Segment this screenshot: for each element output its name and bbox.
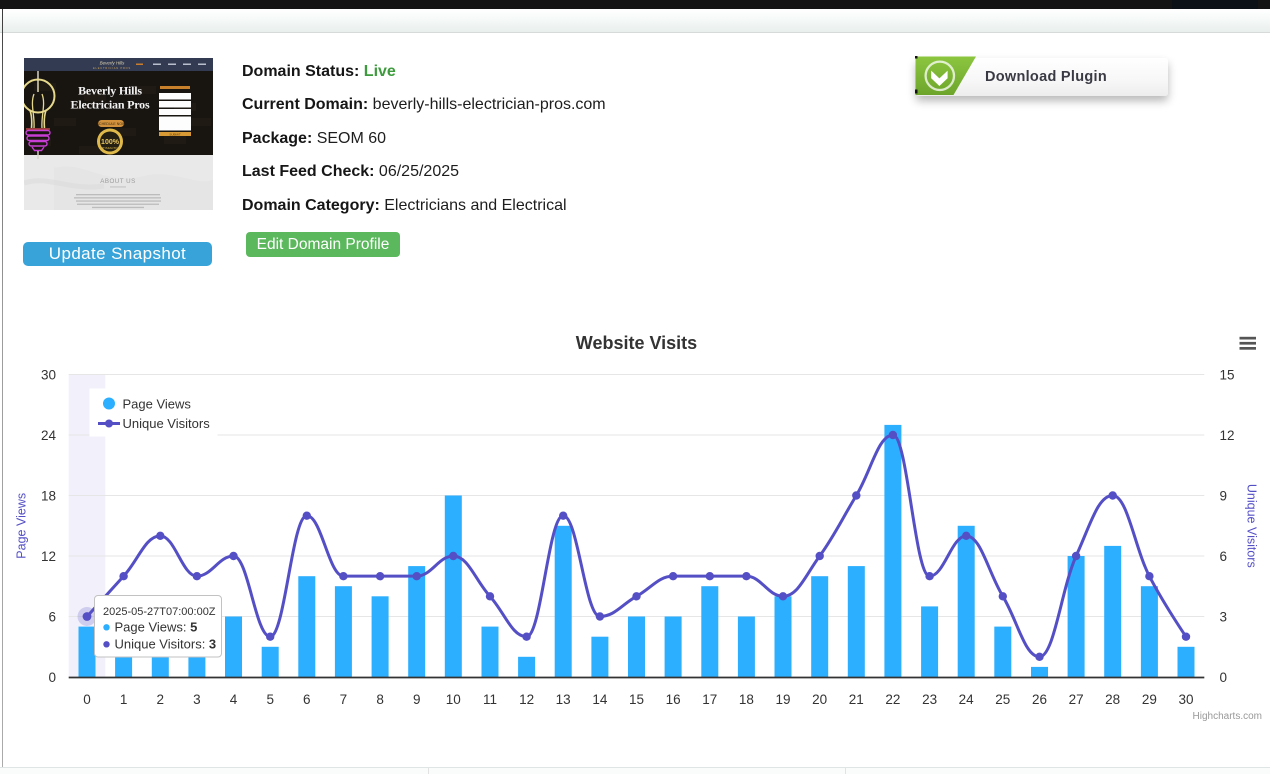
- svg-text:SATISFACTION: SATISFACTION: [99, 146, 120, 150]
- svg-text:18: 18: [41, 488, 56, 503]
- svg-text:12: 12: [519, 692, 534, 707]
- svg-text:19: 19: [775, 692, 790, 707]
- svg-text:9: 9: [1220, 488, 1228, 503]
- svg-text:8: 8: [376, 692, 384, 707]
- svg-text:2: 2: [157, 692, 165, 707]
- svg-text:0: 0: [83, 692, 91, 707]
- svg-text:26: 26: [1032, 692, 1047, 707]
- svg-text:0: 0: [48, 670, 56, 685]
- svg-text:Highcharts.com: Highcharts.com: [1193, 711, 1262, 722]
- svg-text:4: 4: [230, 692, 238, 707]
- svg-text:22: 22: [885, 692, 900, 707]
- svg-text:Electrician Pros: Electrician Pros: [71, 98, 150, 112]
- svg-text:7: 7: [340, 692, 348, 707]
- svg-text:18: 18: [739, 692, 754, 707]
- svg-text:11: 11: [483, 692, 497, 707]
- svg-text:100%: 100%: [101, 139, 120, 146]
- svg-text:30: 30: [41, 367, 56, 382]
- svg-text:25: 25: [995, 692, 1010, 707]
- svg-text:SCHEDULE NOW: SCHEDULE NOW: [97, 122, 126, 126]
- svg-text:ABOUT US: ABOUT US: [100, 178, 136, 185]
- svg-text:14: 14: [592, 692, 608, 707]
- svg-text:ELECTRICIAN PROS: ELECTRICIAN PROS: [93, 66, 131, 70]
- svg-text:29: 29: [1142, 692, 1157, 707]
- svg-text:Unique Visitors: 3: Unique Visitors: 3: [115, 637, 217, 652]
- svg-text:3: 3: [193, 692, 201, 707]
- svg-text:17: 17: [702, 692, 717, 707]
- svg-text:5: 5: [266, 692, 274, 707]
- svg-text:10: 10: [446, 692, 461, 707]
- svg-text:13: 13: [556, 692, 571, 707]
- svg-text:Page Views: Page Views: [123, 397, 192, 412]
- svg-text:3: 3: [1220, 609, 1228, 624]
- svg-text:12: 12: [41, 549, 56, 564]
- svg-text:Page Views: 5: Page Views: 5: [115, 620, 198, 635]
- svg-text:Unique Visitors: Unique Visitors: [1245, 484, 1259, 568]
- svg-text:24: 24: [41, 428, 57, 443]
- svg-text:24: 24: [959, 692, 975, 707]
- svg-text:1: 1: [120, 692, 128, 707]
- svg-text:0: 0: [1220, 670, 1228, 685]
- svg-text:Beverly Hills: Beverly Hills: [78, 84, 142, 98]
- svg-text:30: 30: [1178, 692, 1193, 707]
- svg-text:15: 15: [1220, 367, 1235, 382]
- svg-text:23: 23: [922, 692, 937, 707]
- svg-text:Unique Visitors: Unique Visitors: [123, 416, 211, 431]
- svg-text:21: 21: [849, 692, 864, 707]
- svg-text:6: 6: [303, 692, 311, 707]
- svg-text:6: 6: [1220, 549, 1228, 564]
- svg-text:9: 9: [413, 692, 421, 707]
- svg-text:Website Visits: Website Visits: [576, 333, 697, 353]
- svg-text:20: 20: [812, 692, 827, 707]
- svg-text:28: 28: [1105, 692, 1120, 707]
- svg-text:Beverly Hills: Beverly Hills: [100, 61, 126, 66]
- svg-text:16: 16: [666, 692, 681, 707]
- svg-text:Page Views: Page Views: [15, 493, 29, 559]
- svg-text:2025-05-27T07:00:00Z: 2025-05-27T07:00:00Z: [103, 606, 216, 618]
- svg-text:SUBMIT: SUBMIT: [169, 133, 181, 137]
- svg-text:15: 15: [629, 692, 644, 707]
- svg-text:6: 6: [48, 609, 56, 624]
- svg-text:12: 12: [1220, 428, 1235, 443]
- svg-text:27: 27: [1069, 692, 1084, 707]
